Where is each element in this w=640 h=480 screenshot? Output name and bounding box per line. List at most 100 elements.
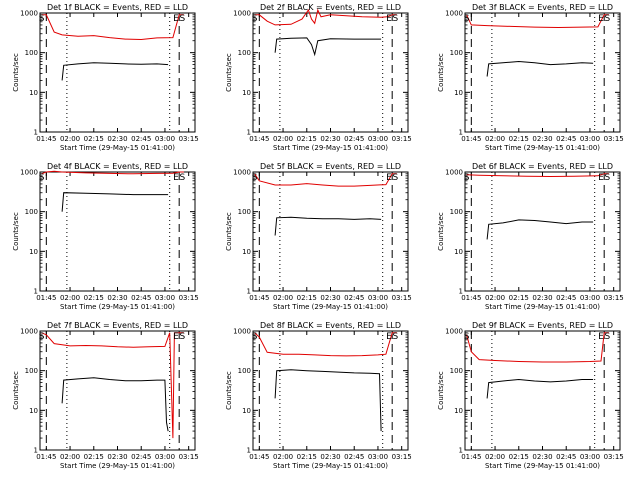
events-series-line [61, 377, 169, 432]
x-axis-label: Start Time (29-May-15 01:41:00) [60, 303, 175, 311]
x-tick-label: 02:30 [320, 135, 340, 143]
events-series-line [486, 219, 594, 240]
events-series-line [274, 216, 382, 236]
x-tick-label: 02:15 [297, 453, 317, 461]
y-tick-label: 1000 [20, 10, 38, 18]
x-tick-label: 01:45 [249, 453, 269, 461]
plot-frame [252, 171, 409, 292]
segment-marker-label: E [598, 14, 604, 24]
y-tick-label: 10 [242, 407, 251, 415]
segment-marker-label: S [392, 14, 398, 24]
events-series-line [274, 369, 382, 432]
plot-frame [252, 330, 409, 451]
panel-title: Det 1f BLACK = Events, RED = LLD [47, 3, 188, 12]
x-tick-label: 02:15 [509, 453, 529, 461]
x-tick-label: 02:45 [344, 294, 364, 302]
x-tick-label: 02:15 [509, 294, 529, 302]
x-tick-label: 03:00 [368, 135, 388, 143]
plot-frame [39, 171, 196, 292]
x-tick-label: 03:00 [580, 135, 600, 143]
x-tick-label: 02:00 [60, 135, 80, 143]
x-tick-label: 03:15 [604, 294, 624, 302]
lld-series-line [41, 170, 184, 175]
x-tick-label: 02:00 [273, 294, 293, 302]
x-tick-label: 02:45 [344, 135, 364, 143]
events-series-line [274, 37, 382, 57]
x-tick-label: 03:00 [368, 453, 388, 461]
segment-marker-label: E [173, 14, 179, 24]
x-tick-label: 03:15 [392, 294, 412, 302]
panel-title: Det 8f BLACK = Events, RED = LLD [260, 321, 401, 330]
x-tick-label: 02:15 [84, 453, 104, 461]
segment-marker-label: E [386, 14, 392, 24]
x-tick-label: 02:00 [485, 453, 505, 461]
x-tick-label: 02:00 [60, 294, 80, 302]
x-tick-label: 03:15 [604, 453, 624, 461]
x-tick-label: 01:45 [249, 135, 269, 143]
panel-title: Det 2f BLACK = Events, RED = LLD [260, 3, 401, 12]
segment-marker-label: S [392, 173, 398, 183]
lld-series-line [466, 14, 609, 29]
x-axis-label: Start Time (29-May-15 01:41:00) [60, 144, 175, 152]
x-axis-label: Start Time (29-May-15 01:41:00) [485, 303, 600, 311]
x-axis-label: Start Time (29-May-15 01:41:00) [485, 462, 600, 470]
y-axis-label: Counts/sec [225, 371, 233, 410]
y-tick-label: 1000 [445, 328, 463, 336]
y-tick-label: 10 [242, 248, 251, 256]
lld-series-line [254, 332, 397, 357]
y-tick-label: 10 [242, 89, 251, 97]
x-tick-label: 03:00 [580, 294, 600, 302]
segment-marker-label: S [604, 14, 610, 24]
y-axis-label: Counts/sec [225, 53, 233, 92]
x-tick-label: 02:15 [509, 135, 529, 143]
segment-marker-label: S [252, 173, 258, 183]
detector-panel: Det 2f BLACK = Events, RED = LLD 1 10 100 10… [225, 3, 412, 152]
x-tick-label: 02:45 [344, 453, 364, 461]
plot-frame [464, 12, 621, 133]
y-tick-label: 100 [450, 49, 463, 57]
x-tick-label: 03:15 [392, 453, 412, 461]
panel-title: Det 6f BLACK = Events, RED = LLD [472, 162, 613, 171]
segment-marker-label: S [604, 173, 610, 183]
x-tick-label: 02:45 [131, 135, 151, 143]
y-tick-label: 10 [29, 89, 38, 97]
x-tick-label: 02:30 [107, 294, 127, 302]
x-tick-label: 02:45 [556, 453, 576, 461]
x-tick-label: 02:45 [131, 453, 151, 461]
y-tick-label: 1000 [233, 10, 251, 18]
x-tick-label: 02:15 [84, 135, 104, 143]
detector-panel: Det 7f BLACK = Events, RED = LLD 1 10 100 10… [12, 321, 199, 470]
segment-marker-label: S [252, 332, 258, 342]
detector-panel: Det 9f BLACK = Events, RED = LLD 1 10 100 10… [437, 321, 624, 470]
panel-title: Det 3f BLACK = Events, RED = LLD [472, 3, 613, 12]
x-tick-label: 02:00 [485, 294, 505, 302]
x-axis-label: Start Time (29-May-15 01:41:00) [485, 144, 600, 152]
y-tick-label: 10 [29, 248, 38, 256]
x-tick-label: 03:00 [155, 453, 175, 461]
detector-panel: Det 6f BLACK = Events, RED = LLD 1 10 100 10… [437, 162, 624, 311]
x-tick-label: 03:15 [179, 453, 199, 461]
y-tick-label: 1000 [233, 328, 251, 336]
segment-marker-label: S [39, 173, 45, 183]
y-tick-label: 1 [247, 447, 251, 455]
x-tick-label: 03:15 [392, 135, 412, 143]
x-tick-label: 02:45 [131, 294, 151, 302]
segment-marker-label: S [464, 332, 470, 342]
x-tick-label: 02:00 [273, 135, 293, 143]
lld-series-line [466, 173, 609, 178]
y-tick-label: 100 [25, 367, 38, 375]
segment-marker-label: S [179, 173, 185, 183]
y-axis-label: Counts/sec [12, 371, 20, 410]
lld-series-line [254, 173, 397, 187]
segment-marker-label: S [39, 14, 45, 24]
segment-marker-label: S [464, 14, 470, 24]
y-tick-label: 1 [34, 447, 38, 455]
x-tick-label: 02:00 [60, 453, 80, 461]
segment-marker-label: S [39, 332, 45, 342]
y-tick-label: 100 [238, 49, 251, 57]
x-tick-label: 01:45 [36, 453, 56, 461]
y-tick-label: 1 [247, 129, 251, 137]
detector-panel: Det 8f BLACK = Events, RED = LLD 1 10 100 10… [225, 321, 412, 470]
y-tick-label: 1000 [20, 328, 38, 336]
x-axis-label: Start Time (29-May-15 01:41:00) [60, 462, 175, 470]
